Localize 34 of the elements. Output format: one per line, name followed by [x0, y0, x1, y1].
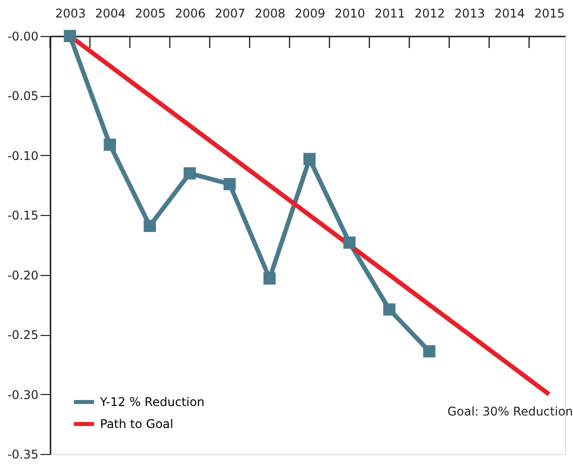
x-tick-label: 2013	[454, 6, 485, 20]
x-tick-label: 2015	[534, 6, 565, 20]
x-tick-label: 2010	[334, 6, 366, 20]
legend-label: Y-12 % Reduction	[99, 395, 205, 409]
point	[383, 303, 396, 316]
x-tick-label: 2008	[254, 6, 286, 20]
point	[263, 272, 276, 285]
x-tick-label: 2014	[494, 6, 525, 20]
x-tick-label: 2003	[55, 6, 86, 20]
y-tick-label: -0.00	[7, 30, 38, 44]
point	[224, 178, 236, 190]
x-tick-label: 2004	[95, 6, 126, 20]
annotation: Goal: 30% Reduction	[447, 404, 573, 418]
point	[64, 30, 76, 42]
point	[423, 345, 436, 358]
y-tick-label: -0.25	[7, 328, 38, 342]
point	[144, 220, 156, 232]
x-tick-label: 2011	[374, 6, 406, 20]
point	[184, 167, 196, 180]
x-tick-label: 2009	[294, 6, 326, 20]
y-tick-label: -0.05	[7, 89, 38, 104]
point	[343, 236, 356, 249]
point	[303, 152, 316, 166]
x-tick-label: 2012	[414, 6, 446, 20]
y-tick-label: -0.30	[7, 388, 38, 402]
x-tick-label: 2005	[135, 6, 166, 20]
point	[104, 138, 116, 151]
x-tick-label: 2007	[214, 6, 246, 20]
legend-label: Path to Goal	[100, 417, 174, 431]
y-tick-label: -0.15	[7, 208, 38, 223]
y-tick-label: -0.10	[7, 148, 38, 163]
y-tick-label: -0.20	[7, 268, 38, 282]
y-tick-label: -0.35	[7, 448, 38, 462]
x-tick-label: 2006	[174, 6, 206, 20]
